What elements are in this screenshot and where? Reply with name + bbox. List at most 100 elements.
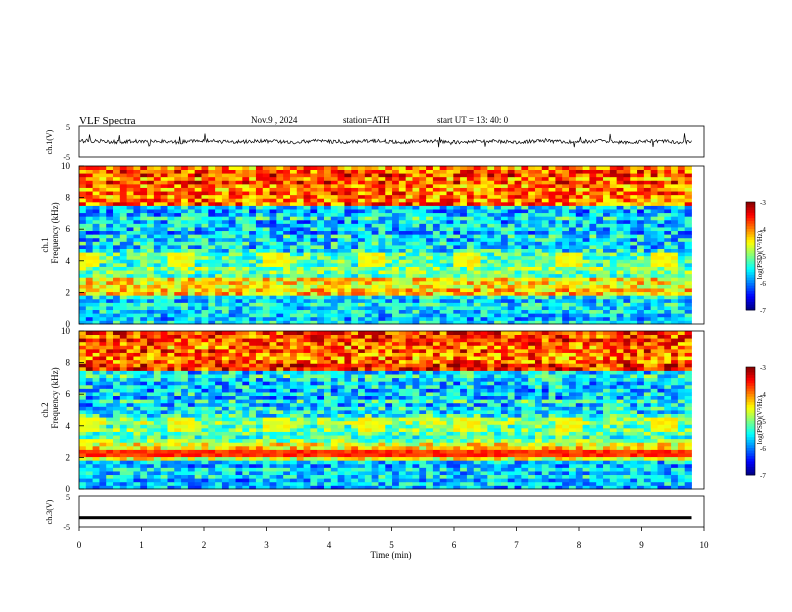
spectrogram-cell (324, 180, 332, 185)
spectrogram-cell (330, 252, 339, 257)
spectrogram-cell (446, 212, 454, 217)
spectrogram-cell (460, 288, 468, 293)
spectrogram-cell (296, 180, 304, 185)
spectrogram-cell (276, 467, 284, 472)
spectrogram-cell (255, 234, 264, 239)
spectrogram-cell (405, 252, 413, 257)
spectrogram-cell (385, 219, 393, 224)
spectrogram-cell (79, 205, 87, 210)
spectrogram-cell (371, 183, 379, 188)
spectrogram-cell (398, 252, 407, 257)
spectrogram-cell (432, 280, 441, 285)
spectrogram-cell (664, 180, 672, 185)
spectrogram-cell (133, 478, 141, 483)
spectrogram-cell (249, 471, 257, 476)
spectrogram-cell (371, 248, 379, 253)
spectrogram-cell (541, 284, 549, 289)
spectrogram-cell (330, 248, 339, 253)
spectrogram-cell (643, 245, 652, 249)
spectrogram-cell (589, 320, 597, 325)
spectrogram-cell (650, 191, 658, 196)
spectrogram-cell (221, 219, 230, 224)
spectrogram-cell (160, 284, 168, 289)
spectrogram-cell (616, 306, 624, 311)
spectrogram-cell (147, 180, 155, 185)
spectrogram-cell (446, 166, 454, 170)
spectrogram-cell (609, 252, 618, 257)
spectrogram-cell (623, 219, 631, 224)
spectrogram-cell (221, 180, 230, 185)
spectrogram-cell (79, 471, 87, 476)
spectrogram-cell (262, 456, 270, 461)
spectrogram-cell (371, 460, 379, 465)
spectrogram-cell (358, 180, 366, 185)
spectrogram-cell (405, 191, 413, 196)
spectrogram-cell (181, 252, 189, 257)
spectrogram-cell (85, 191, 94, 196)
spectrogram-cell (228, 266, 236, 271)
spectrogram-cell (541, 467, 549, 472)
spectrogram-cell (324, 320, 332, 325)
spectrogram-cell (119, 237, 128, 242)
spectrogram-cell (296, 183, 304, 188)
spectrogram-cell (419, 320, 427, 325)
spectrogram-cell (181, 212, 189, 217)
spectrogram-cell (385, 201, 393, 206)
spectrogram-cell (541, 309, 549, 314)
spectrogram-cell (514, 252, 522, 257)
spectrogram-cell (303, 306, 311, 311)
spectrogram-cell (392, 295, 400, 300)
spectrogram-cell (187, 180, 196, 185)
spectrogram-cell (249, 191, 257, 196)
spectrogram-cell (262, 234, 270, 239)
spectrogram-cell (385, 234, 393, 239)
spectrogram-cell (85, 183, 94, 188)
spectrogram-cell (310, 298, 318, 303)
spectrogram-cell (242, 180, 250, 185)
spectrogram-cell (351, 449, 359, 454)
spectrogram-cell (664, 205, 672, 210)
spectrogram-cell (528, 266, 536, 271)
spectrogram-cell (310, 467, 318, 472)
spectrogram-cell (113, 270, 121, 275)
spectrogram-cell (85, 223, 94, 228)
spectrogram-cell (521, 262, 529, 267)
spectrogram-cell (249, 449, 257, 454)
spectrogram-cell (337, 471, 345, 476)
spectrogram-cell (521, 252, 529, 257)
spectrogram-cell (364, 198, 373, 203)
spectrogram-cell (228, 302, 236, 307)
spectrogram-cell (330, 183, 339, 188)
spectrogram-cell (466, 259, 475, 264)
spectrogram-cell (657, 313, 665, 318)
spectrogram-cell (208, 478, 216, 483)
spectrogram-cell (453, 262, 461, 267)
spectrogram-cell (181, 273, 189, 278)
spectrogram-cell (208, 485, 216, 490)
spectrogram-cell (412, 316, 420, 321)
spectrogram-cell (466, 456, 475, 461)
spectrogram-cell (494, 245, 502, 249)
spectrogram-cell (242, 201, 250, 206)
spectrogram-cell (623, 284, 631, 289)
spectrogram-cell (589, 205, 597, 210)
spectrogram-cell (330, 467, 339, 472)
spectrogram-cell (147, 309, 155, 314)
spectrogram-cell (555, 481, 563, 486)
spectrogram-cell (378, 277, 386, 282)
spectrogram-cell (337, 198, 345, 203)
spectrogram-cell (575, 481, 584, 486)
spectrogram-cell (453, 234, 461, 239)
spectrogram-cell (480, 478, 488, 483)
spectrogram-cell (296, 262, 304, 267)
spectrogram-cell (276, 259, 284, 264)
spectrogram-cell (113, 212, 121, 217)
spectrogram-cell (269, 273, 277, 278)
spectrogram-cell (500, 306, 509, 311)
spectrogram-cell (310, 313, 318, 318)
spectrogram-cell (330, 309, 339, 314)
spectrogram-cell (582, 485, 590, 490)
spectrogram-cell (453, 183, 461, 188)
spectrogram-cell (657, 209, 665, 214)
spectrogram-cell (235, 474, 243, 479)
